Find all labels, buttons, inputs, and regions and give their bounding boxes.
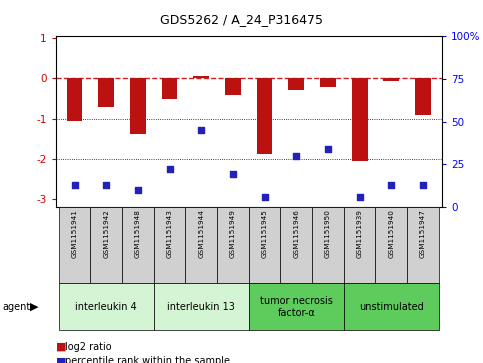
Bar	[375, 207, 407, 283]
Bar	[288, 78, 304, 90]
Text: GSM1151939: GSM1151939	[356, 209, 363, 258]
Text: ▶: ▶	[30, 302, 39, 312]
Bar	[154, 207, 185, 283]
Text: GSM1151944: GSM1151944	[198, 209, 204, 258]
Bar	[352, 78, 368, 161]
Bar	[59, 283, 154, 330]
Bar	[67, 78, 83, 121]
Bar	[59, 207, 90, 283]
Bar	[256, 78, 272, 154]
Text: GSM1151947: GSM1151947	[420, 209, 426, 258]
Text: ■: ■	[56, 342, 66, 352]
Text: GSM1151949: GSM1151949	[230, 209, 236, 258]
Point	[198, 127, 205, 133]
Text: interleukin 13: interleukin 13	[167, 302, 235, 312]
Point	[324, 146, 332, 152]
Bar	[154, 283, 249, 330]
Bar	[130, 78, 146, 134]
Bar	[249, 283, 344, 330]
Point	[419, 182, 427, 188]
Text: GSM1151948: GSM1151948	[135, 209, 141, 258]
Bar	[122, 207, 154, 283]
Text: GSM1151946: GSM1151946	[293, 209, 299, 258]
Bar	[99, 78, 114, 107]
Bar	[281, 207, 312, 283]
Point	[102, 182, 110, 188]
Point	[71, 182, 78, 188]
Text: tumor necrosis
factor-α: tumor necrosis factor-α	[260, 296, 333, 318]
Bar	[344, 207, 375, 283]
Bar	[162, 78, 177, 99]
Text: GSM1151943: GSM1151943	[167, 209, 172, 258]
Point	[261, 194, 269, 200]
Text: GSM1151941: GSM1151941	[71, 209, 78, 258]
Bar	[320, 78, 336, 87]
Bar	[384, 78, 399, 81]
Text: GSM1151950: GSM1151950	[325, 209, 331, 258]
Point	[134, 187, 142, 193]
Text: interleukin 4: interleukin 4	[75, 302, 137, 312]
Bar	[344, 283, 439, 330]
Point	[229, 172, 237, 178]
Point	[356, 194, 364, 200]
Text: percentile rank within the sample: percentile rank within the sample	[65, 356, 230, 363]
Bar	[415, 78, 431, 115]
Bar	[193, 76, 209, 78]
Text: log2 ratio: log2 ratio	[65, 342, 112, 352]
Point	[387, 182, 395, 188]
Bar	[225, 78, 241, 95]
Bar	[90, 207, 122, 283]
Bar	[185, 207, 217, 283]
Bar	[312, 207, 344, 283]
Bar	[407, 207, 439, 283]
Bar	[249, 207, 281, 283]
Text: ■: ■	[56, 356, 66, 363]
Text: agent: agent	[2, 302, 30, 312]
Point	[166, 167, 173, 172]
Text: unstimulated: unstimulated	[359, 302, 424, 312]
Text: GSM1151942: GSM1151942	[103, 209, 109, 258]
Text: GSM1151945: GSM1151945	[262, 209, 268, 258]
Bar	[217, 207, 249, 283]
Text: GDS5262 / A_24_P316475: GDS5262 / A_24_P316475	[160, 13, 323, 26]
Point	[292, 153, 300, 159]
Text: GSM1151940: GSM1151940	[388, 209, 394, 258]
